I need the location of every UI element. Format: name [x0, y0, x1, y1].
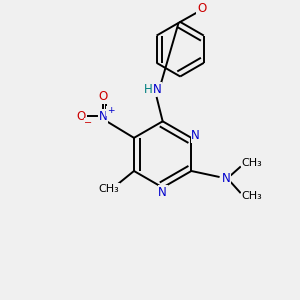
Text: O: O — [98, 91, 107, 103]
Text: −: − — [84, 118, 92, 128]
Text: N: N — [98, 110, 107, 123]
Text: +: + — [107, 106, 114, 115]
Text: CH₃: CH₃ — [242, 158, 262, 168]
Text: CH₃: CH₃ — [98, 184, 119, 194]
Text: CH₃: CH₃ — [242, 191, 262, 201]
Text: H: H — [144, 83, 152, 96]
Text: O: O — [197, 2, 206, 15]
Text: N: N — [152, 83, 161, 96]
Text: N: N — [158, 186, 167, 199]
Text: N: N — [191, 129, 200, 142]
Text: N: N — [222, 172, 231, 185]
Text: O: O — [77, 110, 86, 123]
